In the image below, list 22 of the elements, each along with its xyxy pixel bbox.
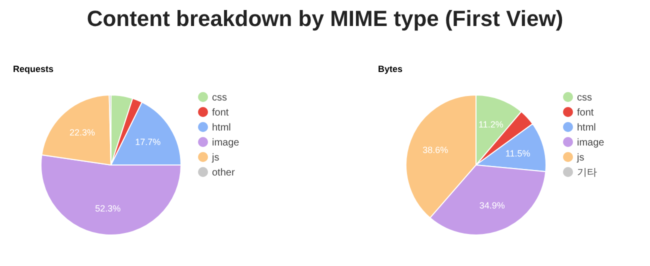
data-label: 22.3% — [69, 128, 95, 138]
legend-label: css — [212, 92, 227, 104]
data-label: 11.5% — [505, 148, 530, 159]
legend-label: font — [212, 108, 229, 118]
legend-label: js — [576, 152, 584, 164]
text: Content breakdown by MIME type (First View) — [86, 6, 564, 31]
data-label: 17.7% — [135, 137, 161, 148]
legend-label: font — [577, 108, 594, 118]
legend-label: css — [577, 92, 592, 104]
chart-subtitle: Bytes — [378, 64, 403, 74]
chart-subtitle: Requests — [13, 64, 54, 74]
legend-label: 기타 — [577, 168, 597, 178]
data-label: 34.9% — [479, 200, 505, 210]
data-label: 38.6% — [422, 144, 448, 155]
legend-label: other — [212, 168, 236, 178]
legend-label: html — [212, 122, 231, 134]
legend-label: js — [211, 152, 220, 164]
legend-label: html — [577, 122, 596, 134]
data-label: 52.3% — [95, 203, 121, 214]
legend-label: image — [212, 138, 240, 148]
legend-label: image — [577, 138, 605, 148]
data-label: 11.2% — [478, 119, 504, 130]
